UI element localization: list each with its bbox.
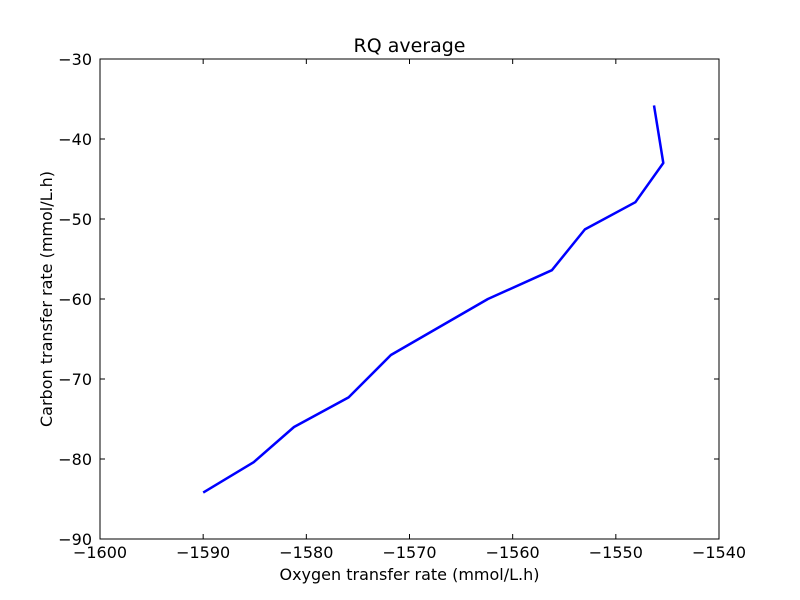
- plot-area: [100, 59, 719, 539]
- y-tick-label: −90: [58, 530, 92, 549]
- y-axis-label: Carbon transfer rate (mmol/L.h): [37, 171, 56, 427]
- y-tick-label: −70: [58, 370, 92, 389]
- y-tick-label: −30: [58, 50, 92, 69]
- y-tick-label: −50: [58, 210, 92, 229]
- chart-title: RQ average: [354, 35, 466, 57]
- x-tick-label: −1540: [692, 543, 746, 562]
- x-tick-label: −1580: [279, 543, 333, 562]
- x-tick-label: −1550: [589, 543, 643, 562]
- x-tick-label: −1570: [382, 543, 436, 562]
- x-tick-label: −1560: [486, 543, 540, 562]
- x-tick-label: −1600: [73, 543, 127, 562]
- y-tick-label: −60: [58, 290, 92, 309]
- x-axis-label: Oxygen transfer rate (mmol/L.h): [279, 565, 539, 584]
- ticks-layer: −1600 −1590 −1580 −1570 −1560 −1550 −1540 −90 −8…: [58, 50, 746, 562]
- y-tick-label: −40: [58, 130, 92, 149]
- plot-frame: [99, 58, 720, 540]
- x-tick-label: −1590: [176, 543, 230, 562]
- series-layer: [202, 105, 665, 494]
- series-line: [202, 105, 665, 494]
- y-tick-label: −80: [58, 450, 92, 469]
